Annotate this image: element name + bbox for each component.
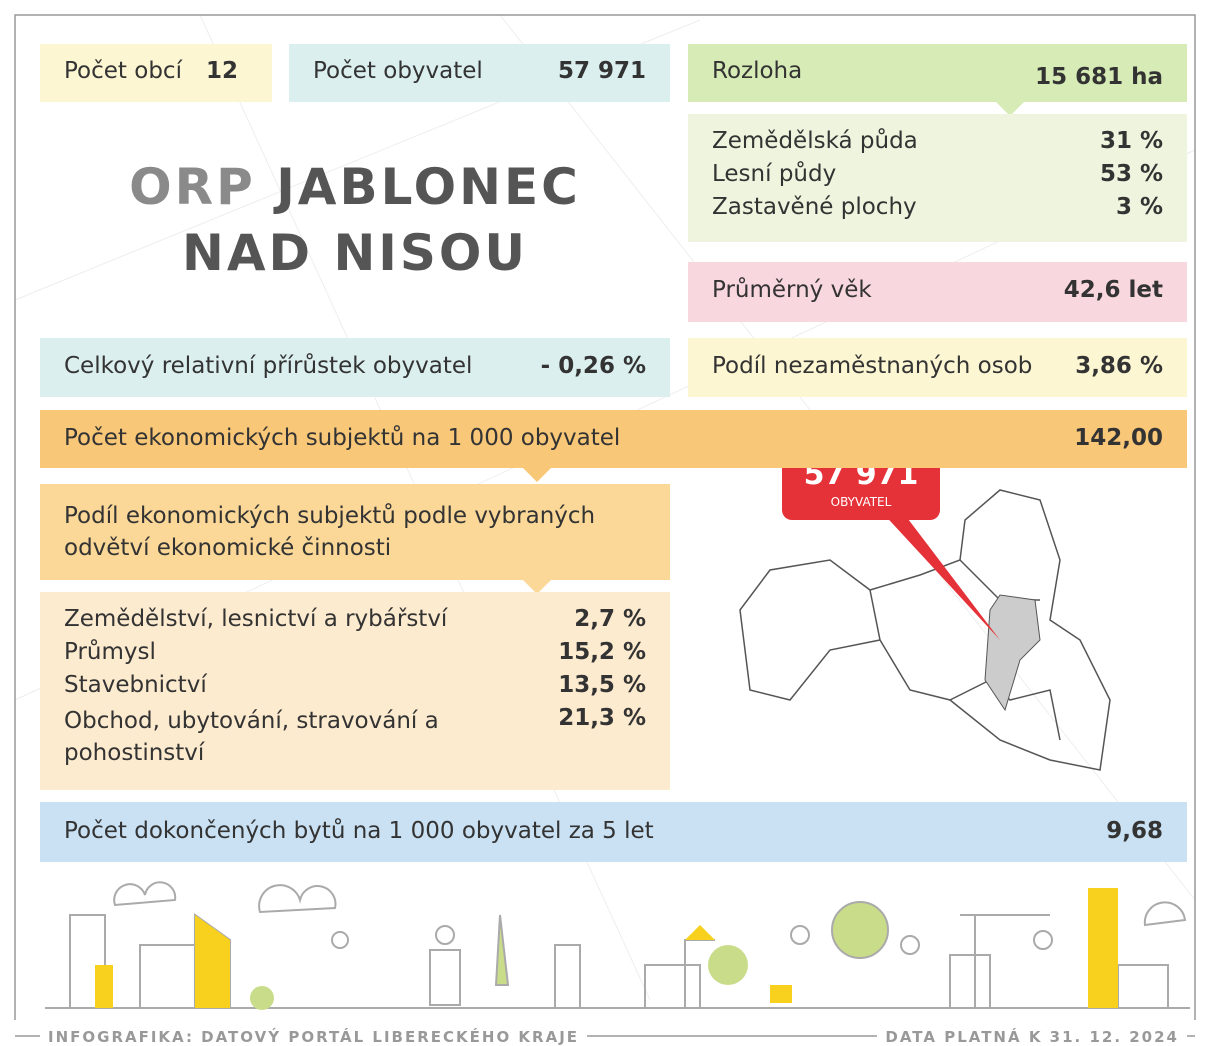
value: 15 681 ha — [1035, 64, 1163, 90]
value: 21,3 % — [558, 705, 646, 731]
map-highlight — [984, 594, 1041, 712]
label: Stavebnictví — [64, 672, 207, 698]
map — [739, 489, 1111, 771]
value: 13,5 % — [558, 672, 646, 698]
pointer — [996, 102, 1024, 116]
pointer — [523, 468, 551, 482]
growth-box: Celkový relativní přírůstek obyvatel - 0,… — [40, 338, 670, 397]
label: Počet dokončených bytů na 1 000 obyvatel… — [64, 818, 654, 844]
economic-box: Počet ekonomických subjektů na 1 000 oby… — [40, 410, 1187, 482]
illustration — [45, 881, 1190, 1010]
value: 12 — [205, 58, 238, 84]
label: Celkový relativní přírůstek obyvatel — [64, 353, 473, 379]
label: Počet obcí — [64, 58, 182, 84]
pointer — [523, 580, 551, 594]
value: 57 971 — [557, 58, 646, 84]
value: 3 % — [1115, 194, 1163, 220]
area-items: Zemědělská půda 31 % Lesní půdy 53 % Zasta… — [688, 114, 1187, 242]
dwellings-box: Počet dokončených bytů na 1 000 obyvatel… — [40, 802, 1187, 862]
callout-label: OBYVATEL — [831, 495, 892, 509]
title-line1: ORP JABLONEC — [40, 158, 670, 216]
municipalities-box: Počet obcí 12 — [40, 44, 272, 102]
footer-left: INFOGRAFIKA: DATOVÝ PORTÁL LIBERECKÉHO K… — [40, 1028, 588, 1046]
label: Podíl nezaměstnaných osob — [712, 353, 1033, 379]
age-box: Průměrný věk 42,6 let — [688, 262, 1187, 322]
value: 31 % — [1099, 128, 1163, 154]
label: Zemědělství, lesnictví a rybářství — [64, 606, 448, 632]
label: Podíl ekonomických subjektů podle vybran… — [64, 503, 596, 561]
label: Průmysl — [64, 639, 156, 665]
sectors-items: Zemědělství, lesnictví a rybářství 2,7 % … — [40, 592, 670, 790]
title-main: JABLONEC — [276, 158, 581, 216]
label: Rozloha — [712, 58, 803, 84]
label: Průměrný věk — [712, 277, 872, 303]
value: 15,2 % — [558, 639, 646, 665]
label: Počet ekonomických subjektů na 1 000 oby… — [64, 425, 621, 451]
label: Obchod, ubytování, stravování a pohostin… — [64, 708, 439, 766]
footer-right: DATA PLATNÁ K 31. 12. 2024 — [877, 1028, 1187, 1046]
title-line2: NAD NISOU — [181, 224, 529, 282]
value: 142,00 — [1074, 425, 1163, 451]
value: 42,6 let — [1063, 277, 1163, 303]
value: 3,86 % — [1075, 353, 1163, 379]
population-box: Počet obyvatel 57 971 — [289, 44, 670, 102]
label: Počet obyvatel — [313, 58, 483, 84]
callout-pointer — [880, 510, 1000, 640]
label: Zastavěné plochy — [712, 194, 917, 220]
label: Lesní půdy — [712, 161, 837, 187]
value: 9,68 — [1106, 818, 1163, 844]
area-box: Rozloha 15 681 ha — [688, 44, 1187, 116]
value: 53 % — [1099, 161, 1163, 187]
value: - 0,26 % — [540, 353, 646, 379]
unemployment-box: Podíl nezaměstnaných osob 3,86 % — [688, 338, 1187, 397]
value: 2,7 % — [574, 606, 646, 632]
sectors-head: Podíl ekonomických subjektů podle vybran… — [40, 484, 670, 594]
title-prefix: ORP — [129, 158, 256, 216]
label: Zemědělská půda — [712, 128, 918, 154]
